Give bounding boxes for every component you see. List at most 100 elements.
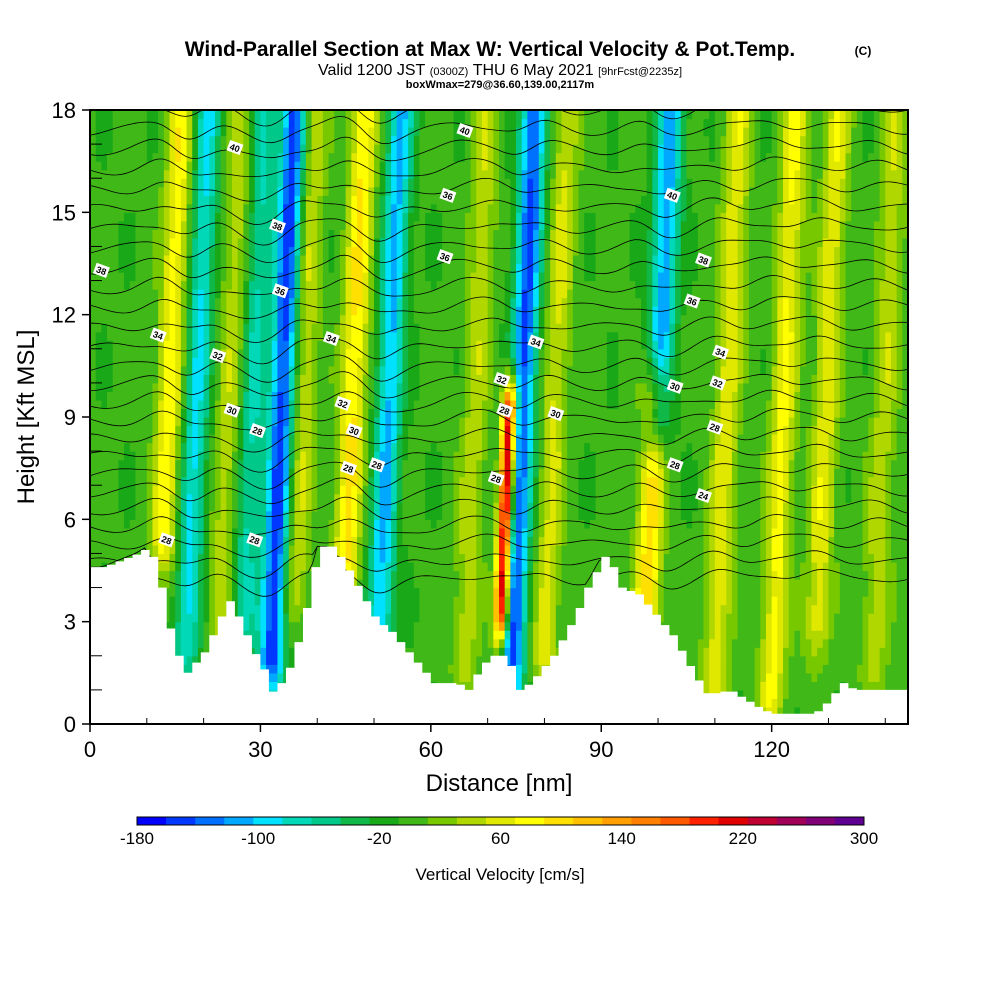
velocity-cell — [135, 135, 142, 145]
velocity-cell — [470, 297, 477, 307]
velocity-cell — [436, 306, 443, 316]
velocity-cell — [232, 220, 239, 230]
velocity-cell — [339, 280, 347, 290]
velocity-cell — [379, 570, 386, 580]
velocity-cell — [317, 417, 324, 427]
velocity-cell — [334, 365, 341, 375]
velocity-cell — [214, 604, 222, 614]
velocity-cell — [464, 536, 472, 546]
velocity-cell — [90, 272, 97, 282]
velocity-cell — [135, 152, 142, 162]
velocity-cell — [112, 127, 119, 137]
velocity-cell — [305, 493, 313, 503]
velocity-cell — [481, 621, 489, 631]
velocity-cell — [197, 451, 205, 461]
velocity-cell — [459, 195, 466, 205]
velocity-cell — [186, 596, 193, 606]
velocity-cell — [300, 203, 307, 213]
velocity-cell — [112, 502, 119, 512]
velocity-cell — [339, 519, 347, 529]
velocity-cell — [163, 493, 171, 503]
velocity-cell — [214, 203, 222, 213]
velocity-cell — [430, 161, 438, 171]
velocity-cell — [339, 289, 347, 299]
velocity-cell — [101, 459, 108, 469]
velocity-cell — [271, 459, 279, 469]
velocity-cell — [175, 382, 182, 393]
velocity-cell — [430, 289, 438, 299]
velocity-cell — [476, 382, 483, 393]
velocity-cell — [124, 254, 131, 265]
velocity-cell — [374, 553, 381, 563]
velocity-cell — [175, 459, 182, 469]
velocity-cell — [214, 135, 222, 145]
velocity-cell — [408, 237, 415, 248]
velocity-cell — [152, 348, 159, 358]
velocity-cell — [317, 493, 324, 503]
velocity-cell — [203, 417, 210, 427]
velocity-cell — [277, 161, 284, 171]
velocity-cell — [283, 306, 290, 316]
velocity-cell — [453, 237, 460, 248]
velocity-cell — [101, 476, 108, 486]
velocity-cell — [464, 272, 472, 282]
velocity-cell — [226, 434, 233, 444]
velocity-cell — [391, 297, 398, 307]
velocity-cell — [425, 647, 432, 657]
velocity-cell — [118, 374, 125, 384]
velocity-cell — [277, 348, 284, 358]
box-info: boxWmax=279@36.60,139.00,2117m — [406, 79, 595, 91]
velocity-cell — [237, 536, 244, 546]
velocity-cell — [186, 348, 193, 358]
velocity-cell — [351, 357, 358, 367]
velocity-cell — [180, 340, 188, 350]
velocity-cell — [379, 596, 386, 606]
velocity-cell — [283, 220, 290, 230]
velocity-cell — [124, 280, 131, 290]
velocity-cell — [425, 587, 432, 597]
velocity-cell — [220, 212, 227, 222]
velocity-cell — [305, 144, 313, 154]
velocity-cell — [152, 289, 159, 299]
velocity-cell — [237, 297, 244, 307]
velocity-cell — [464, 434, 472, 444]
velocity-cell — [146, 127, 154, 137]
velocity-cell — [90, 195, 97, 205]
velocity-cell — [425, 323, 432, 333]
velocity-cell — [118, 382, 125, 393]
velocity-cell — [283, 331, 290, 341]
velocity-cell — [464, 254, 472, 265]
velocity-cell — [305, 323, 313, 333]
velocity-cell — [362, 203, 369, 213]
velocity-cell — [391, 110, 398, 120]
velocity-cell — [186, 118, 193, 128]
velocity-cell — [135, 476, 142, 486]
velocity-cell — [413, 553, 421, 563]
velocity-cell — [175, 561, 182, 572]
velocity-cell — [442, 289, 449, 299]
velocity-cell — [305, 178, 313, 188]
velocity-cell — [186, 442, 193, 452]
velocity-cell — [311, 331, 318, 341]
velocity-cell — [470, 408, 477, 418]
velocity-cell — [442, 434, 449, 444]
velocity-cell — [141, 536, 148, 546]
velocity-cell — [419, 468, 426, 478]
velocity-cell — [317, 468, 324, 478]
velocity-cell — [419, 135, 426, 145]
velocity-cell — [237, 357, 244, 367]
velocity-cell — [294, 144, 301, 154]
velocity-cell — [391, 425, 398, 435]
velocity-cell — [311, 195, 318, 205]
velocity-cell — [163, 621, 171, 631]
velocity-cell — [203, 425, 210, 435]
velocity-cell — [447, 630, 455, 640]
velocity-cell — [322, 434, 330, 444]
velocity-cell — [459, 579, 466, 589]
velocity-cell — [470, 186, 477, 196]
velocity-cell — [249, 587, 256, 597]
velocity-cell — [413, 254, 421, 265]
velocity-cell — [135, 485, 142, 495]
velocity-cell — [220, 536, 227, 546]
velocity-cell — [442, 365, 449, 375]
